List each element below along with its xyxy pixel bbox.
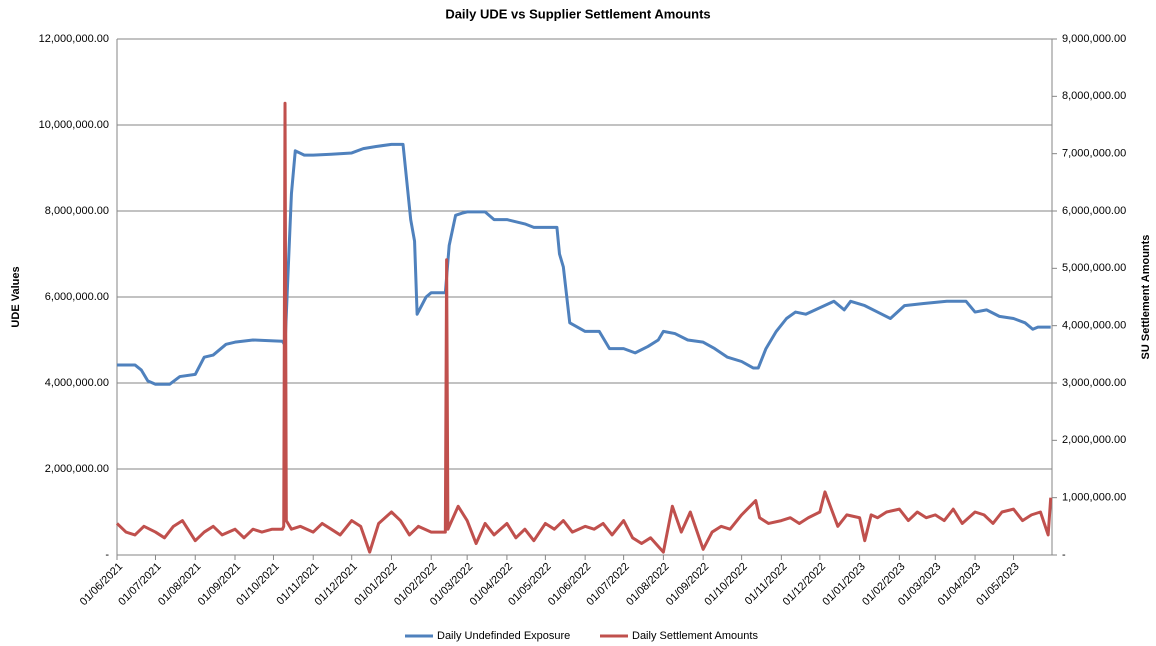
y2-tick-label: 2,000,000.00 — [1062, 434, 1126, 446]
y2-tick-label: 4,000,000.00 — [1062, 320, 1126, 332]
y-tick-label: 6,000,000.00 — [45, 291, 109, 303]
y2-tick-label: - — [1062, 549, 1066, 561]
legend-label: Daily Settlement Amounts — [632, 630, 758, 642]
y2-tick-label: 6,000,000.00 — [1062, 205, 1126, 217]
y2-axis-title: SU Settlement Amounts — [1140, 235, 1152, 360]
y2-tick-label: 9,000,000.00 — [1062, 33, 1126, 45]
y2-tick-label: 1,000,000.00 — [1062, 492, 1126, 504]
y2-tick-label: 3,000,000.00 — [1062, 377, 1126, 389]
y2-tick-label: 7,000,000.00 — [1062, 148, 1126, 160]
y-tick-label: 4,000,000.00 — [45, 377, 109, 389]
y2-tick-label: 8,000,000.00 — [1062, 90, 1126, 102]
chart-title: Daily UDE vs Supplier Settlement Amounts — [445, 6, 710, 21]
y-tick-label: 12,000,000.00 — [39, 33, 109, 45]
series-line — [115, 101, 1053, 554]
y-tick-label: 8,000,000.00 — [45, 205, 109, 217]
y-tick-label: 10,000,000.00 — [39, 119, 109, 131]
y2-tick-label: 5,000,000.00 — [1062, 262, 1126, 274]
series-line — [117, 142, 1051, 386]
y-axis-title: UDE Values — [10, 266, 22, 327]
y-tick-label: 2,000,000.00 — [45, 463, 109, 475]
y-tick-label: - — [105, 549, 109, 561]
legend-label: Daily Undefinded Exposure — [437, 630, 570, 642]
